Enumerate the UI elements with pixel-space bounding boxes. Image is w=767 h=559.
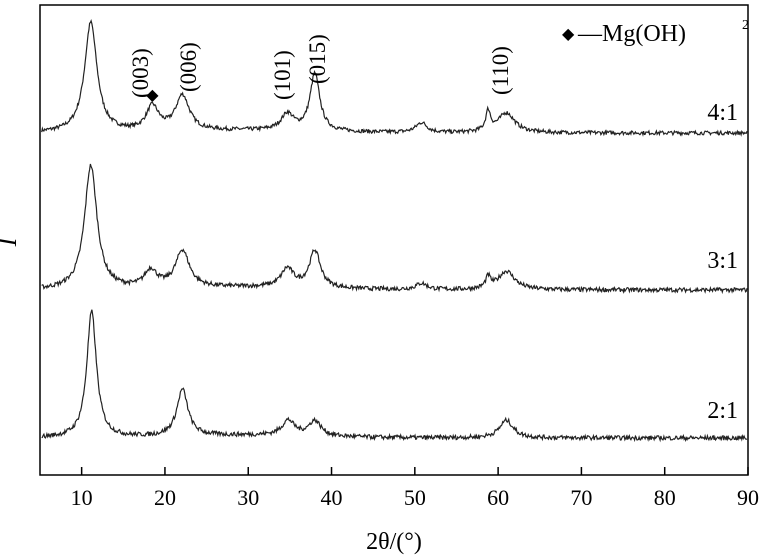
- x-tick-label: 10: [71, 485, 93, 510]
- x-axis-label: 2θ/(°): [366, 529, 422, 555]
- peak-label: (003): [128, 48, 153, 98]
- peak-label: (006): [176, 42, 201, 92]
- x-tick-label: 50: [404, 485, 426, 510]
- series-traces: [41, 19, 748, 443]
- legend-superscript: 2: [742, 18, 749, 33]
- series-label: 2:1: [707, 398, 738, 424]
- x-tick-label: 60: [487, 485, 509, 510]
- xrd-trace-2-1: [41, 309, 748, 443]
- plot-frame: [39, 4, 749, 476]
- peak-label: (110): [488, 46, 513, 95]
- x-tick-label: 70: [570, 485, 592, 510]
- series-label: 3:1: [707, 248, 738, 274]
- peak-label: (015): [305, 34, 330, 84]
- x-tick-label: 30: [237, 485, 259, 510]
- phase-markers: ◆: [146, 87, 159, 104]
- x-axis-ticks: 10 20 30 40 50 60 70 80 90: [71, 467, 759, 510]
- peak-labels: (003) (006) (101) (015) (110): [128, 34, 513, 100]
- x-tick-label: 40: [321, 485, 343, 510]
- legend: ◆ —Mg(OH) 2: [562, 18, 749, 47]
- series-labels: 4:1 3:1 2:1: [707, 100, 738, 424]
- xrd-trace-4-1: [41, 19, 748, 137]
- x-tick-label: 80: [654, 485, 676, 510]
- x-tick-label: 20: [154, 485, 176, 510]
- mgoh2-marker: ◆: [146, 87, 159, 104]
- y-axis-label: I: [0, 236, 22, 247]
- legend-marker: ◆: [562, 26, 575, 43]
- series-label: 4:1: [707, 100, 738, 126]
- peak-label: (101): [270, 50, 295, 100]
- xrd-trace-3-1: [41, 163, 748, 295]
- x-tick-label: 90: [737, 485, 759, 510]
- legend-text: —Mg(OH): [577, 21, 686, 47]
